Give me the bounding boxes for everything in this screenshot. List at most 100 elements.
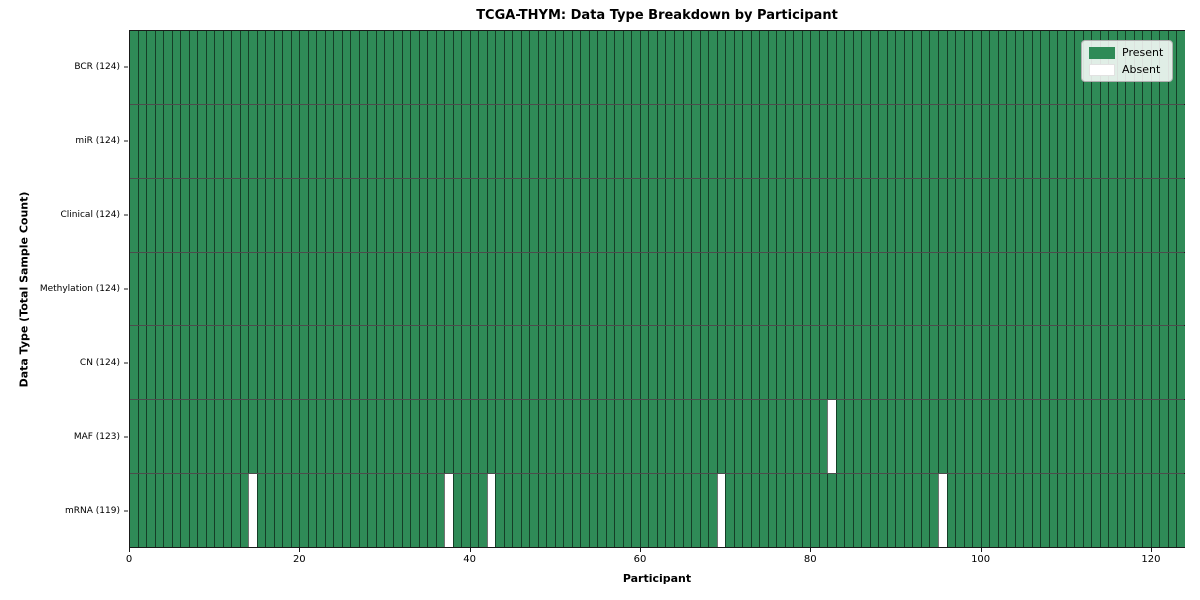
heatmap-cell (733, 104, 743, 178)
heatmap-cell (537, 326, 547, 400)
heatmap-cell (520, 252, 530, 326)
legend-label-present: Present (1122, 46, 1164, 59)
heatmap-cell (418, 326, 428, 400)
heatmap-cell (478, 104, 487, 178)
heatmap-cell (205, 400, 215, 474)
heatmap-cell (520, 178, 530, 252)
heatmap-cell (333, 252, 342, 326)
heatmap-cell (827, 474, 836, 548)
heatmap-cell (375, 104, 385, 178)
heatmap-cell (793, 400, 802, 474)
heatmap-cell (444, 178, 453, 252)
heatmap-cell (316, 326, 325, 400)
heatmap-cell (563, 252, 572, 326)
heatmap-cell (895, 400, 904, 474)
heatmap-cell (955, 104, 964, 178)
heatmap-cell (878, 31, 887, 104)
heatmap-cell (529, 104, 538, 178)
heatmap-cell (384, 400, 393, 474)
heatmap-cell (793, 178, 802, 252)
heatmap-cell (759, 474, 768, 548)
heatmap-cell (861, 400, 870, 474)
heatmap-cell (818, 31, 828, 104)
heatmap-cell (392, 474, 402, 548)
heatmap-cell (1116, 474, 1126, 548)
heatmap-cell (563, 178, 572, 252)
heatmap-cell (350, 474, 359, 548)
heatmap-cell (358, 326, 368, 400)
heatmap-cell (222, 326, 232, 400)
heatmap-cell (265, 474, 274, 548)
heatmap-cell (461, 326, 470, 400)
heatmap-cell (358, 178, 368, 252)
heatmap-cell (333, 104, 342, 178)
heatmap-cell (333, 400, 342, 474)
heatmap-cell (1176, 474, 1185, 548)
heatmap-cell (980, 178, 990, 252)
heatmap-cell (1159, 252, 1168, 326)
heatmap-cell (580, 104, 589, 178)
heatmap-cell (588, 104, 598, 178)
heatmap-cell (878, 178, 887, 252)
heatmap-cell (503, 474, 513, 548)
heatmap-cell (1014, 104, 1024, 178)
heatmap-cell (682, 474, 692, 548)
heatmap-cell (818, 104, 828, 178)
heatmap-cell (963, 252, 973, 326)
heatmap-cell (248, 252, 257, 326)
x-tick-label: 20 (292, 554, 306, 565)
heatmap-cell (750, 400, 760, 474)
heatmap-cell (282, 326, 291, 400)
heatmap-cell (367, 326, 376, 400)
heatmap-cell (256, 178, 266, 252)
heatmap-cell (392, 252, 402, 326)
heatmap-cell (205, 31, 215, 104)
heatmap-cell (716, 104, 726, 178)
heatmap-cell (750, 252, 760, 326)
heatmap-cell (776, 252, 785, 326)
heatmap-cell (571, 400, 581, 474)
heatmap-cell (461, 104, 470, 178)
heatmap-cell (1006, 400, 1015, 474)
heatmap-cell (367, 400, 376, 474)
heatmap-cell (1091, 252, 1100, 326)
heatmap-cell (563, 400, 572, 474)
heatmap-cell (614, 104, 623, 178)
heatmap-cell (963, 104, 973, 178)
heatmap-cell (776, 474, 785, 548)
heatmap-cell (435, 178, 445, 252)
heatmap-cell (801, 178, 811, 252)
heatmap-cell (1006, 31, 1015, 104)
heatmap-cell (444, 474, 453, 548)
heatmap-cell (137, 104, 147, 178)
heatmap-cell (716, 31, 726, 104)
heatmap-cell (946, 326, 956, 400)
heatmap-cell (290, 252, 300, 326)
heatmap-cell (1048, 104, 1058, 178)
heatmap-cell (818, 474, 828, 548)
heatmap-cell (358, 252, 368, 326)
heatmap-cell (1082, 326, 1092, 400)
heatmap-cell (401, 474, 411, 548)
heatmap-cell (674, 474, 683, 548)
heatmap-cell (282, 400, 291, 474)
heatmap-cell (410, 252, 419, 326)
heatmap-cell (537, 400, 547, 474)
heatmap-cell (920, 252, 930, 326)
heatmap-cell (316, 474, 325, 548)
heatmap-cell (776, 326, 785, 400)
heatmap-cell (307, 178, 317, 252)
heatmap-cell (1167, 104, 1177, 178)
heatmap-cell (137, 252, 147, 326)
heatmap-cell (1167, 252, 1177, 326)
heatmap-cell (972, 252, 981, 326)
heatmap-cell (316, 31, 325, 104)
heatmap-cell (1014, 252, 1024, 326)
y-tick-mark (124, 510, 128, 512)
heatmap-cell (580, 252, 589, 326)
heatmap-cell (222, 178, 232, 252)
heatmap-cell (716, 474, 726, 548)
heatmap-cell (222, 31, 232, 104)
heatmap-cell (188, 104, 198, 178)
heatmap-cell (639, 400, 649, 474)
